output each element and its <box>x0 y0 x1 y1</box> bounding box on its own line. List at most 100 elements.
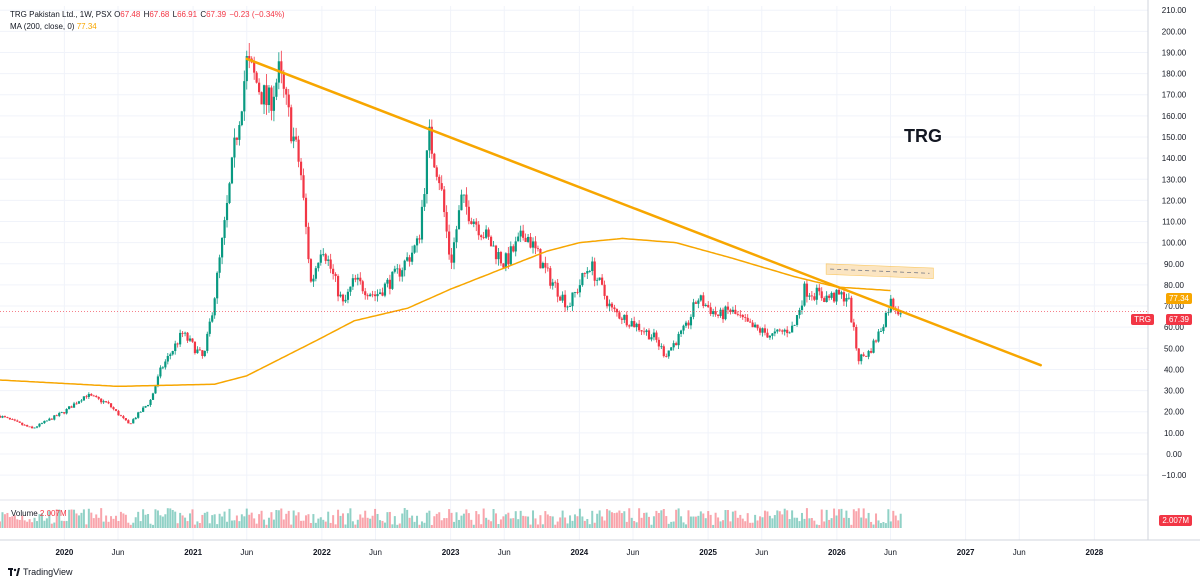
volume-bar <box>497 523 500 528</box>
symbol-label[interactable]: TRG Pakistan Ltd., 1W, PSX <box>10 10 112 19</box>
volume-bar <box>383 522 386 528</box>
candle-body <box>117 410 120 416</box>
volume-bar <box>149 523 152 528</box>
candle-body <box>699 295 702 301</box>
volume-bar <box>164 514 167 528</box>
volume-bar <box>677 508 680 528</box>
candle-body <box>539 248 542 269</box>
candle-body <box>33 427 36 429</box>
volume-bar <box>376 513 379 528</box>
candle-body <box>642 331 646 333</box>
candle-body <box>0 415 2 418</box>
candle-body <box>223 220 226 238</box>
candle-body <box>835 289 838 302</box>
y-tick-label: 180.00 <box>1162 70 1187 79</box>
candle-body <box>850 297 853 323</box>
volume-bar <box>788 519 791 528</box>
candle-body <box>524 237 527 242</box>
candle-body <box>662 346 665 357</box>
volume-bar <box>184 517 187 528</box>
candle-body <box>139 411 142 413</box>
candle-body <box>309 259 313 282</box>
volume-bar <box>31 522 34 528</box>
candle-body <box>667 350 670 357</box>
candle-body <box>749 321 752 323</box>
y-tick-label: −10.00 <box>1162 471 1187 480</box>
volume-bar <box>472 524 475 528</box>
volume-bar <box>667 523 670 528</box>
volume-bar <box>435 513 438 528</box>
volume-bar <box>830 518 833 528</box>
candle-body <box>176 343 179 345</box>
volume-bar <box>823 521 826 528</box>
volume-bar <box>253 518 256 528</box>
close-value: 67.39 <box>206 10 227 19</box>
candle-body <box>618 312 621 319</box>
candle-body <box>23 424 26 426</box>
volume-bar <box>351 521 354 528</box>
candle-body <box>354 278 357 280</box>
volume-bar <box>95 514 98 528</box>
volume-bar <box>206 511 209 528</box>
volume-bar <box>833 508 836 528</box>
ma-row[interactable]: MA (200, close, 0) 77.34 <box>10 21 285 33</box>
volume-bar <box>741 518 744 528</box>
candle-body <box>443 189 446 213</box>
candle-body <box>430 126 433 154</box>
volume-bar <box>766 511 769 528</box>
candle-body <box>196 349 199 354</box>
volume-bar <box>776 510 779 528</box>
candle-body <box>670 347 673 351</box>
candle-body <box>798 310 801 316</box>
candle-body <box>773 331 776 334</box>
candle-body <box>378 292 382 295</box>
volume-bar <box>722 520 725 528</box>
volume-bar <box>569 515 572 528</box>
volume-legend[interactable]: Volume 2.007M <box>11 509 67 518</box>
candle-body <box>862 354 865 356</box>
candles <box>0 43 902 429</box>
volume-bar <box>18 519 21 528</box>
candle-body <box>655 332 658 340</box>
candle-body <box>3 416 7 418</box>
volume-bar <box>36 521 39 528</box>
volume-bar <box>430 524 433 528</box>
tradingview-logo[interactable]: TradingView <box>8 567 73 577</box>
candle-body <box>657 339 660 347</box>
candle-body <box>262 85 266 105</box>
x-axis-ticks: 2020 Jun 2021 Jun 2022 Jun 2023 Jun 2024 Jun 2025 J… <box>55 548 1103 557</box>
volume-bar <box>613 513 616 528</box>
volume-bar <box>657 512 660 528</box>
candle-body <box>561 294 564 301</box>
candle-body <box>161 367 164 369</box>
candle-body <box>803 283 806 306</box>
volume-bar <box>643 512 646 528</box>
candle-body <box>544 262 547 268</box>
candle-body <box>60 412 63 414</box>
candle-body <box>588 271 591 272</box>
candle-body <box>373 294 377 297</box>
volume-bar <box>838 509 841 528</box>
candle-body <box>324 254 327 261</box>
candle-body <box>295 136 298 140</box>
volume-bar <box>151 524 154 528</box>
x-tick-label: 2020 <box>55 548 73 557</box>
volume-bar <box>337 509 340 528</box>
candle-body <box>647 330 651 340</box>
volume-bar <box>201 514 204 528</box>
candle-body <box>154 386 157 394</box>
volume-bar <box>179 512 182 528</box>
candle-body <box>761 328 764 333</box>
candle-body <box>80 400 83 402</box>
candle-body <box>299 161 303 176</box>
volume-bar <box>704 518 707 528</box>
volume-bar <box>467 513 470 528</box>
volume-bar <box>504 514 507 528</box>
volume-bar <box>319 517 322 528</box>
ma-label: MA (200, close, 0) <box>10 22 75 31</box>
open-label: O <box>114 10 121 19</box>
volume-bar <box>280 508 283 528</box>
volume-bar <box>697 515 700 528</box>
volume-bar <box>495 513 498 528</box>
